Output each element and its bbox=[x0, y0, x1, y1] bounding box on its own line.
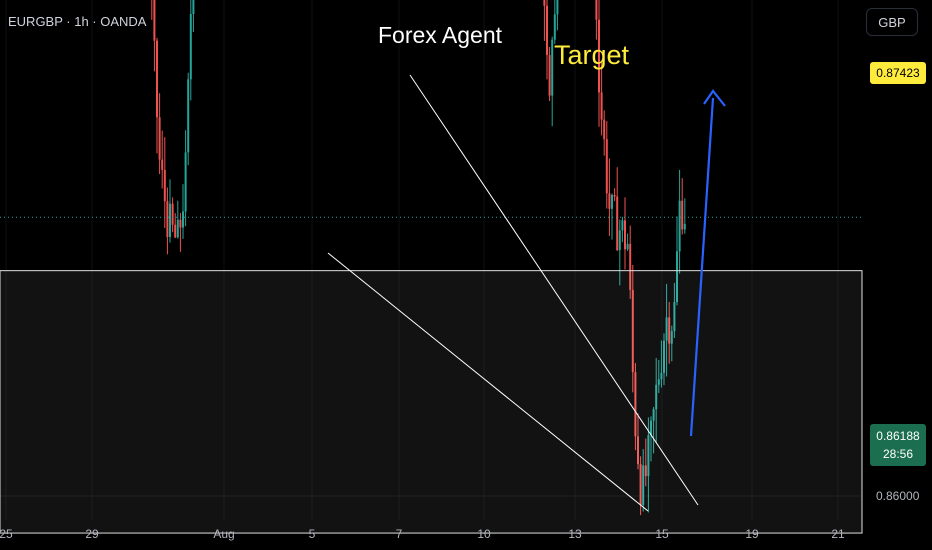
currency-button[interactable]: GBP bbox=[866, 8, 918, 36]
candle-body-up bbox=[642, 465, 645, 506]
candle-body-down bbox=[171, 203, 174, 225]
time-tick-label: 5 bbox=[309, 527, 316, 541]
candle-body-up bbox=[626, 243, 629, 250]
candle-body-up bbox=[553, 14, 556, 40]
time-tick-label: 19 bbox=[745, 527, 759, 541]
candle-body-down bbox=[546, 5, 548, 55]
projection-arrow-shaft bbox=[689, 97, 715, 437]
candle-body-down bbox=[598, 19, 600, 93]
time-tick-label: 29 bbox=[85, 527, 99, 541]
candle-body-down bbox=[603, 119, 606, 140]
target-price-label: 0.87423 bbox=[870, 62, 926, 84]
candle-body-up bbox=[621, 220, 624, 231]
candle-body-down bbox=[634, 372, 637, 437]
candle-body-down bbox=[161, 159, 164, 170]
candle-body-up bbox=[657, 379, 660, 385]
candle-body-down bbox=[637, 436, 639, 465]
time-tick-label: 7 bbox=[396, 527, 403, 541]
candle-body-down bbox=[158, 117, 161, 160]
candle-body-down bbox=[595, 0, 598, 20]
candle-body-down bbox=[156, 40, 158, 118]
last-price-value: 0.86188 bbox=[876, 429, 920, 443]
candle-body-down bbox=[166, 201, 169, 237]
candle-body-up bbox=[618, 230, 621, 251]
candle-body-up bbox=[192, 0, 195, 15]
candle-body-down bbox=[639, 464, 642, 506]
candle-body-up bbox=[678, 200, 681, 252]
grid-lines bbox=[0, 0, 862, 520]
candle-body-down bbox=[644, 465, 647, 477]
candle-body-down bbox=[600, 92, 603, 120]
candle-body-down bbox=[681, 200, 684, 230]
candle-body-up bbox=[187, 79, 190, 153]
candle-body-down bbox=[163, 169, 166, 202]
projection-arrowhead bbox=[703, 89, 726, 107]
candle-body-down bbox=[616, 196, 619, 251]
candle-body-up bbox=[652, 409, 655, 421]
candle-body-down bbox=[153, 0, 156, 41]
price-axis[interactable]: 0.860000.864000.866000.868000.870000.872… bbox=[876, 0, 920, 503]
candle-body-up bbox=[176, 219, 179, 238]
candle-body-up bbox=[665, 317, 668, 341]
candle-body-up bbox=[169, 203, 171, 237]
candle-body-down bbox=[624, 220, 626, 250]
candle-body-down bbox=[631, 289, 634, 373]
candle-body-up bbox=[683, 223, 686, 230]
candle-body-up bbox=[676, 251, 678, 303]
candlestick-series bbox=[151, 0, 686, 516]
target-label: Target bbox=[554, 40, 630, 70]
candle-body-down bbox=[668, 317, 671, 344]
price-tick-label: 0.86000 bbox=[876, 489, 920, 503]
candle-body-up bbox=[556, 0, 559, 15]
candle-body-up bbox=[647, 435, 650, 477]
candle-body-down bbox=[179, 219, 182, 228]
candle-body-down bbox=[174, 224, 177, 238]
candle-body-up bbox=[182, 211, 184, 228]
candle-body-up bbox=[670, 331, 673, 344]
support-zone bbox=[0, 270, 863, 534]
last-price-label: 0.86188 28:56 bbox=[870, 424, 926, 466]
candle-body-up bbox=[655, 384, 658, 410]
candle-body-up bbox=[660, 372, 663, 380]
candle-body-down bbox=[629, 243, 632, 290]
candle-body-down bbox=[605, 139, 608, 194]
candle-body-up bbox=[673, 302, 676, 332]
candle-body-down bbox=[548, 54, 551, 96]
forex-agent-label: Forex Agent bbox=[378, 22, 503, 48]
candle-body-up bbox=[189, 14, 192, 80]
drawing-layer bbox=[0, 74, 863, 534]
symbol-title[interactable]: EURGBP · 1h · OANDA bbox=[8, 14, 147, 29]
candle-body-up bbox=[611, 194, 613, 209]
wedge-upper-trendline bbox=[409, 74, 699, 506]
candle-body-up bbox=[184, 152, 187, 212]
candle-body-down bbox=[613, 194, 616, 197]
candle-body-up bbox=[650, 420, 652, 436]
time-tick-label: 15 bbox=[655, 527, 669, 541]
time-tick-label: 21 bbox=[831, 527, 845, 541]
time-tick-label: 25 bbox=[0, 527, 13, 541]
time-tick-label: Aug bbox=[213, 527, 234, 541]
wedge-lower-trendline bbox=[327, 252, 649, 512]
candle-body-up bbox=[551, 39, 554, 96]
time-tick-label: 13 bbox=[568, 527, 582, 541]
candle-body-up bbox=[663, 340, 665, 373]
time-axis[interactable]: 25 29 Aug 5 7 10 13 15 19 21 bbox=[0, 527, 845, 541]
candle-body-down bbox=[543, 0, 546, 6]
candle-body-down bbox=[608, 193, 611, 209]
bar-countdown: 28:56 bbox=[882, 447, 914, 461]
time-tick-label: 10 bbox=[477, 527, 491, 541]
